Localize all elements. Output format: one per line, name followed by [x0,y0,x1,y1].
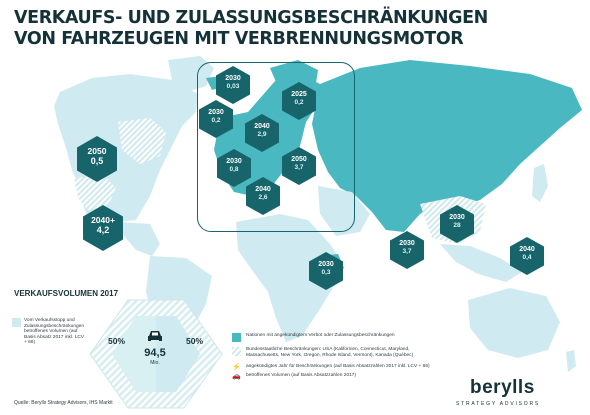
legend-volume-text: betroffenes Volumen (auf Basis Absatzzah… [246,373,357,378]
marker-volume: 0,2 [294,99,304,106]
marker-year: 2050 [87,146,107,156]
marker-volume: 0,4 [522,254,532,261]
source-note: Quelle: Berylls Strategy Advisors, IHS M… [14,400,113,406]
marker-volume: 0,3 [321,269,331,276]
legend-swatch-light [12,318,21,327]
legend-volume: 🚗 betroffenes Volumen (auf Basis Absatzz… [232,373,442,380]
africa-land [236,214,342,342]
berylls-tagline: STRATEGY ADVISORS [456,401,541,407]
marker-iceland[interactable]: 2030 0,03 [216,66,250,104]
japan-land [532,164,548,202]
legend-year: ⚡ angekündigtes Jahr für Beschränkungen … [232,364,442,371]
usa-states-hatch [74,176,116,210]
marker-year: 2040 [255,186,271,193]
marker-canada[interactable]: 2050 0,5 [77,136,117,182]
legend-nations: Nationen mit angekündigtem Verbot oder Z… [232,333,442,342]
marker-year: 2030 [208,109,224,116]
legend-year-text: angekündigtes Jahr für Beschränkungen (a… [246,364,430,369]
marker-year: 2025 [291,91,307,98]
marker-year: 2030 [399,240,415,247]
legend-federal-text: Bundesstaatliche Beschränkungen: USA (Ka… [246,347,414,358]
australia-land [468,288,560,358]
title-line-1: VERKAUFS- UND ZULASSUNGSBESCHRÄNKUNGEN [14,8,488,28]
marker-volume: 3,7 [402,248,412,255]
canada-quebec-hatch [118,118,166,164]
berylls-logo: berylls [470,377,535,398]
marker-volume: 0,5 [90,156,104,166]
legend-federal: Bundesstaatliche Beschränkungen: USA (Ka… [232,347,442,358]
marker-volume: 28 [453,222,461,229]
marker-year: 2050 [291,156,307,163]
marker-volume: 0,2 [211,117,221,124]
sales-left-percent: 50% [108,336,126,346]
marker-year: 2040 [519,246,535,253]
marker-year: 2030 [226,158,242,165]
new-zealand-land [566,350,576,372]
asia-land [312,60,582,232]
marker-volume: 3,7 [294,164,304,171]
marker-volume: 2,6 [258,194,268,201]
marker-year: 2030 [318,261,334,268]
marker-year: 2040+ [91,215,115,225]
sales-volume-title: VERKAUFSVOLUMEN 2017 [14,289,119,298]
marker-volume: 0,03 [226,83,240,90]
sales-total-value: 94,5 [144,347,166,359]
marker-volume: 0,8 [229,166,239,173]
title-line-2: VON FAHRZEUGEN MIT VERBRENNUNGSMOTOR [14,29,464,49]
central-america-land [120,222,160,256]
sales-right-percent: 50% [186,336,204,346]
marker-usa[interactable]: 2040+ 4,2 [83,205,123,251]
sales-volume-hexagon [89,299,223,409]
europe-callout-frame [197,62,355,232]
car-icon [146,329,164,343]
middle-east-land [318,186,370,236]
legend-affected-text: Vom Verkaufsstopp und Zulassungsbeschrän… [24,318,85,346]
car-icon: 🚗 [232,373,241,380]
legend-nations-text: Nationen mit angekündigtem Verbot oder Z… [246,333,395,338]
marker-year: 2040 [254,123,270,130]
marker-volume: 4,2 [96,225,110,235]
marker-ethiopia[interactable]: 2030 0,3 [309,252,343,290]
marker-volume: 2,9 [257,131,267,138]
southeast-asia-land [440,244,522,282]
north-america-land [54,74,198,238]
marker-year: 2030 [449,214,465,221]
infographic-title: VERKAUFS- UND ZULASSUNGSBESCHRÄNKUNGEN V… [14,8,488,50]
legend-swatch-hatch [232,347,241,356]
lightning-icon: ⚡ [232,364,241,371]
legend-swatch-solid [232,333,241,342]
marker-taiwan[interactable]: 2040 0,4 [510,237,544,275]
marker-year: 2030 [225,75,241,82]
legend-affected-volume: Vom Verkaufsstopp und Zulassungsbeschrän… [12,318,87,346]
sales-total-unit: Mio. [150,360,160,366]
